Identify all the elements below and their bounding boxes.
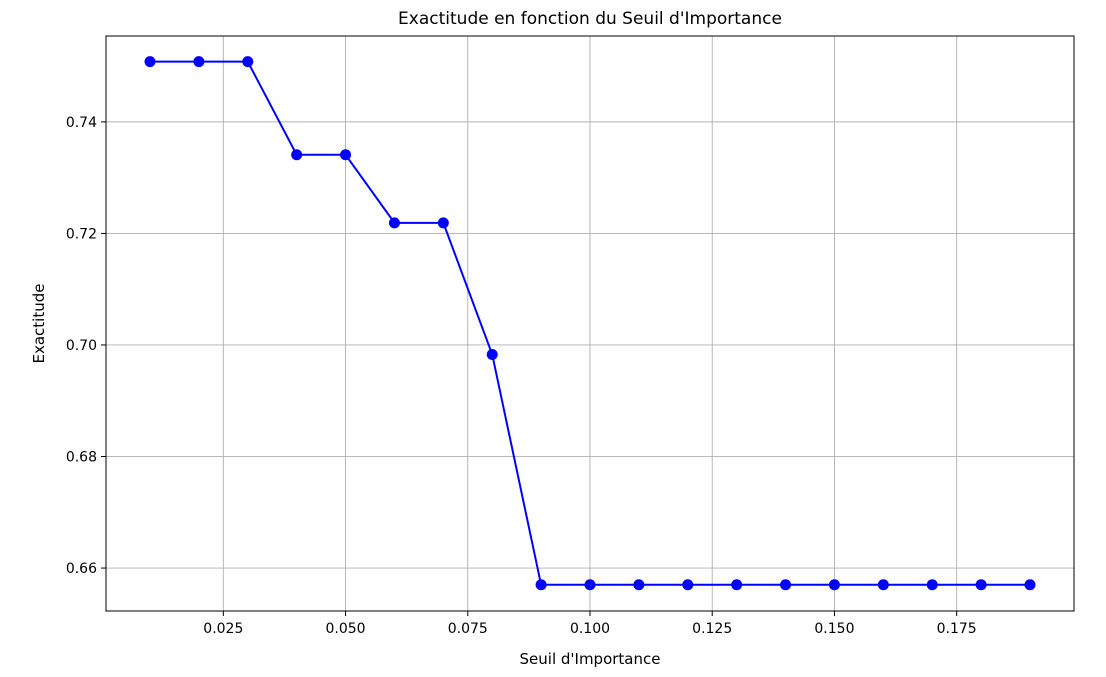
ticks: 0.025 0.050 0.075 0.100 0.125 0.150 0.175 0.66 0… xyxy=(66,115,977,637)
grid xyxy=(106,36,1074,611)
data-point xyxy=(828,579,840,591)
x-axis-title: Seuil d'Importance xyxy=(520,650,661,668)
x-tick-label: 0.175 xyxy=(937,621,977,637)
data-point xyxy=(584,579,596,591)
data-point xyxy=(144,56,156,68)
x-tick-label: 0.150 xyxy=(814,621,854,637)
y-tick-label: 0.68 xyxy=(66,450,97,466)
data-point xyxy=(291,149,303,161)
x-tick-label: 0.125 xyxy=(692,621,732,637)
y-tick-label: 0.72 xyxy=(66,226,97,242)
data-point xyxy=(1024,579,1036,591)
x-tick-label: 0.100 xyxy=(570,621,610,637)
data-point xyxy=(242,56,254,68)
data-point xyxy=(486,348,498,360)
data-point xyxy=(388,217,400,229)
data-point xyxy=(340,149,352,161)
data-point xyxy=(780,579,792,591)
chart-title: Exactitude en fonction du Seuil d'Import… xyxy=(398,9,782,29)
y-tick-label: 0.74 xyxy=(66,115,97,131)
data-point xyxy=(975,579,987,591)
data-point xyxy=(535,579,547,591)
x-tick-label: 0.050 xyxy=(326,621,366,637)
y-tick-label: 0.66 xyxy=(66,561,97,577)
x-tick-label: 0.075 xyxy=(448,621,488,637)
data-point xyxy=(731,579,743,591)
x-tick-label: 0.025 xyxy=(203,621,243,637)
data-point xyxy=(682,579,694,591)
data-point xyxy=(633,579,645,591)
data-point xyxy=(877,579,889,591)
series-layer xyxy=(144,56,1036,591)
data-point xyxy=(437,217,449,229)
data-point xyxy=(926,579,938,591)
data-point xyxy=(193,56,205,68)
y-tick-label: 0.70 xyxy=(66,338,97,354)
y-axis-title: Exactitude xyxy=(30,284,48,364)
